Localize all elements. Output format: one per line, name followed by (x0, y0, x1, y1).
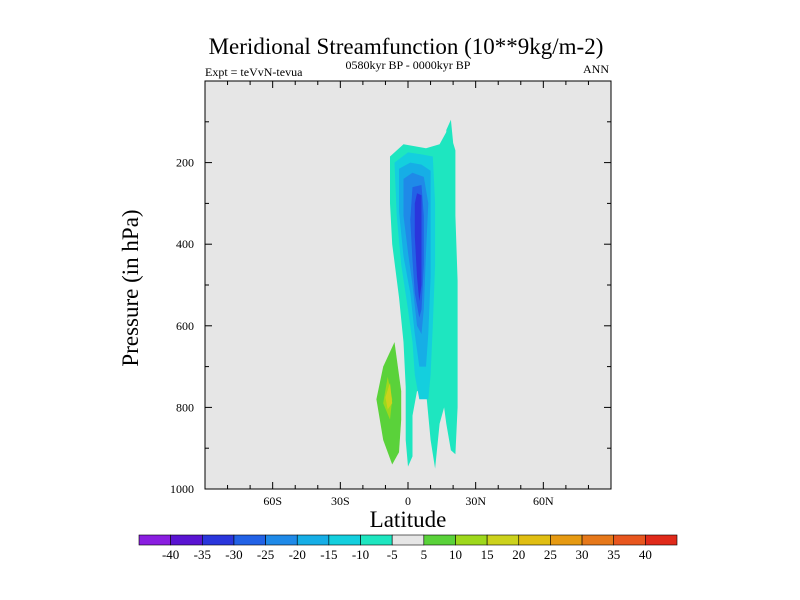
x-tick-label: 30S (331, 494, 350, 508)
x-axis: 60S 30S 0 30N 60N (204, 81, 612, 508)
colorbar-box (581, 534, 615, 546)
colorbar-box (518, 534, 551, 546)
contour-region-minus-25-core (414, 193, 422, 302)
y-tick-label: 1000 (170, 482, 194, 496)
season-label: ANN (583, 62, 609, 76)
colorbar-box (265, 534, 298, 546)
colorbar-label: 35 (607, 547, 620, 562)
colorbar-box (645, 534, 678, 546)
colorbar-box (391, 534, 425, 546)
colorbar-box (138, 534, 171, 546)
colorbar-label: 20 (512, 547, 525, 562)
colorbar-box (201, 534, 235, 546)
contour-region-northern-narrow-band (446, 119, 454, 167)
colorbar-label: -40 (162, 547, 179, 562)
colorbar-box (170, 534, 203, 546)
x-tick-label: 60N (533, 494, 554, 508)
y-axis-label: Pressure (in hPa) (118, 209, 143, 366)
y-tick-label: 600 (176, 319, 194, 333)
colorbar-box (296, 534, 330, 546)
colorbar-box (360, 534, 393, 546)
colorbar-box (455, 534, 488, 546)
colorbar-label: -35 (194, 547, 211, 562)
colorbar-box (486, 534, 520, 546)
colorbar-box (613, 534, 646, 546)
colorbar-box (550, 534, 583, 546)
y-axis: 200 400 600 800 1000 (170, 121, 611, 496)
colorbar-label: 10 (449, 547, 462, 562)
x-tick-label: 30N (465, 494, 486, 508)
colorbar-label: -10 (352, 547, 369, 562)
y-tick-label: 400 (176, 237, 194, 251)
x-axis-label: Latitude (370, 507, 447, 532)
colorbar-label: -5 (387, 547, 398, 562)
colorbar-label: -30 (225, 547, 242, 562)
period-label: 0580kyr BP - 0000kyr BP (346, 58, 471, 72)
colorbar-label: 30 (576, 547, 589, 562)
colorbar: -40 -35 -30 -25 -20 -15 -10 -5 5 10 15 20 25 30 35 40 (138, 534, 678, 562)
x-tick-label: 0 (405, 494, 411, 508)
colorbar-box (233, 534, 266, 546)
experiment-label: Expt = teVvN-tevua (205, 65, 303, 79)
colorbar-label: 25 (544, 547, 557, 562)
colorbar-label: 15 (481, 547, 494, 562)
colorbar-label: -15 (320, 547, 337, 562)
colorbar-box (423, 534, 456, 546)
colorbar-label: -25 (257, 547, 274, 562)
plot-area (204, 80, 612, 490)
colorbar-label: 5 (421, 547, 428, 562)
colorbar-label: 40 (639, 547, 652, 562)
colorbar-label: -20 (289, 547, 306, 562)
y-tick-label: 200 (176, 156, 194, 170)
contour-region-positive-cell-edge (385, 382, 393, 410)
y-tick-label: 800 (176, 400, 194, 414)
chart-title: Meridional Streamfunction (10**9kg/m-2) (209, 34, 604, 59)
colorbar-box (328, 534, 361, 546)
x-tick-label: 60S (263, 494, 282, 508)
